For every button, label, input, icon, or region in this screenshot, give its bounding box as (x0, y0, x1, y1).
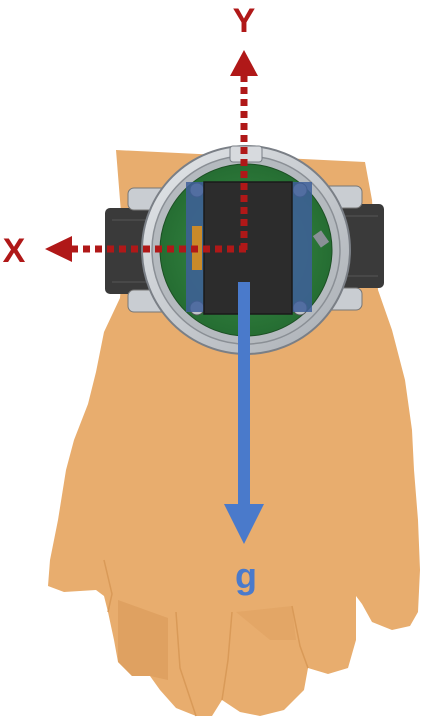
gravity-label: g (235, 555, 257, 596)
finger-crease (175, 611, 197, 717)
display-frame (290, 182, 312, 312)
arrow-down-icon (224, 282, 264, 544)
gravity-arrowhead (224, 504, 264, 544)
y-axis-arrowhead (230, 50, 258, 76)
y-axis-label: Y (233, 2, 256, 40)
knuckle-shadow (118, 600, 168, 680)
gravity-arrow-shaft (238, 282, 250, 506)
dotted-arrow-left-icon (45, 236, 246, 262)
dotted-arrow-up-icon (230, 50, 258, 250)
x-axis-label: X (3, 232, 26, 270)
watch-device-icon (105, 145, 384, 355)
pcb-component (312, 230, 330, 248)
finger-crease (291, 605, 309, 669)
finger-crease (221, 611, 233, 701)
thumb-crease (103, 559, 113, 613)
knuckle-shadow (236, 606, 296, 640)
x-axis-arrowhead (45, 236, 72, 262)
